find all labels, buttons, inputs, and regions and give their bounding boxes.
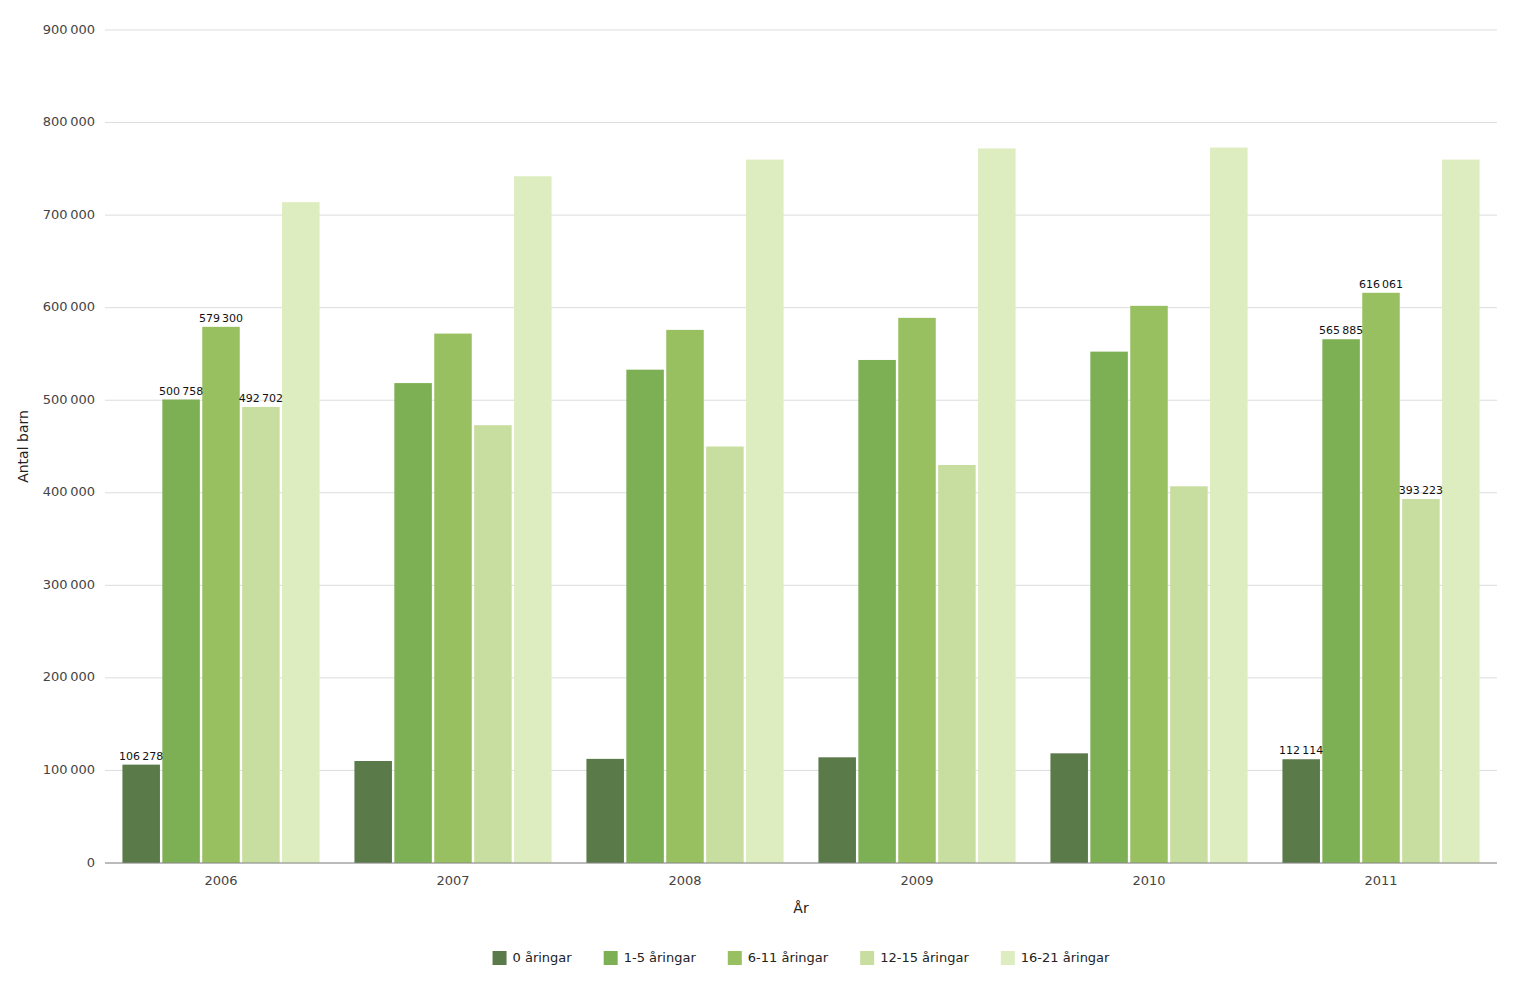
y-tick-label: 500 000	[43, 392, 95, 407]
x-axis-label: År	[793, 900, 809, 916]
y-tick-label: 400 000	[43, 484, 95, 499]
grid	[105, 30, 1497, 863]
legend-item: 12-15 åringar	[860, 950, 969, 966]
x-axis-line	[105, 863, 1497, 864]
legend-swatch	[604, 951, 618, 965]
data-label: 492 702	[239, 392, 283, 405]
bar	[978, 148, 1016, 863]
bar	[434, 334, 472, 863]
legend-swatch	[1001, 951, 1015, 965]
bar	[746, 160, 784, 863]
data-labels: 106 278 112 114 500 758 565 885 579 300 616 0…	[119, 278, 1443, 763]
bar	[1130, 306, 1168, 863]
y-tick-label: 600 000	[43, 299, 95, 314]
legend-label: 12-15 åringar	[880, 950, 969, 965]
bar	[162, 400, 200, 863]
y-tick-label: 800 000	[43, 114, 95, 129]
bar	[514, 176, 552, 863]
data-label: 579 300	[199, 312, 243, 325]
grid-line	[105, 30, 1497, 31]
bar	[1050, 753, 1088, 863]
bar	[818, 757, 856, 863]
legend-label: 1-5 åringar	[624, 950, 697, 965]
grid-line	[105, 863, 1497, 864]
legend-item: 0 åringar	[493, 950, 573, 966]
bar	[1210, 148, 1248, 863]
bar	[706, 447, 744, 864]
bar	[586, 759, 624, 863]
bar	[1362, 293, 1400, 863]
bar	[666, 330, 704, 863]
x-tick-label: 2007	[436, 873, 469, 888]
data-label: 106 278	[119, 750, 163, 763]
bar	[242, 407, 280, 863]
legend-swatch	[860, 951, 874, 965]
legend-item: 6-11 åringar	[728, 950, 829, 966]
legend: 0 åringar 1-5 åringar 6-11 åringar 12-15 år…	[493, 950, 1111, 966]
y-ticks: 0 100 000 200 000 300 000 400 000 500 000 600 …	[43, 22, 95, 870]
bar	[354, 761, 392, 863]
bar	[394, 383, 432, 863]
x-tick-label: 2011	[1364, 873, 1397, 888]
bar	[1442, 160, 1480, 863]
y-tick-label: 700 000	[43, 207, 95, 222]
chart: 0 100 000 200 000 300 000 400 000 500 000 600 …	[0, 0, 1527, 998]
legend-label: 16-21 åringar	[1021, 950, 1110, 965]
bar	[122, 765, 160, 863]
x-tick-label: 2006	[204, 873, 237, 888]
bar	[938, 465, 976, 863]
bar	[858, 360, 896, 863]
bar	[898, 318, 936, 863]
bars	[122, 148, 1479, 863]
bar	[1282, 759, 1320, 863]
legend-label: 0 åringar	[513, 950, 573, 965]
y-axis-label: Antal barn	[15, 410, 31, 483]
legend-item: 1-5 åringar	[604, 950, 697, 966]
grid-line	[105, 122, 1497, 123]
data-label: 393 223	[1399, 484, 1443, 497]
x-ticks: 2006 2007 2008 2009 2010 2011	[204, 873, 1397, 888]
data-label: 500 758	[159, 385, 203, 398]
bar	[1090, 352, 1128, 863]
bar	[282, 202, 320, 863]
x-tick-label: 2008	[668, 873, 701, 888]
bar	[474, 425, 512, 863]
data-label: 616 061	[1359, 278, 1403, 291]
y-tick-label: 0	[87, 855, 95, 870]
legend-swatch	[493, 951, 507, 965]
legend-item: 16-21 åringar	[1001, 950, 1110, 966]
y-tick-label: 200 000	[43, 669, 95, 684]
y-tick-label: 100 000	[43, 762, 95, 777]
legend-label: 6-11 åringar	[748, 950, 829, 965]
bar	[1170, 486, 1208, 863]
data-label: 112 114	[1279, 744, 1323, 757]
y-tick-label: 300 000	[43, 577, 95, 592]
bar	[1402, 499, 1440, 863]
y-tick-label: 900 000	[43, 22, 95, 37]
data-label: 565 885	[1319, 324, 1363, 337]
x-tick-label: 2010	[1132, 873, 1165, 888]
x-tick-label: 2009	[900, 873, 933, 888]
legend-swatch	[728, 951, 742, 965]
bar	[626, 370, 664, 863]
bar	[1322, 339, 1360, 863]
bar	[202, 327, 240, 863]
